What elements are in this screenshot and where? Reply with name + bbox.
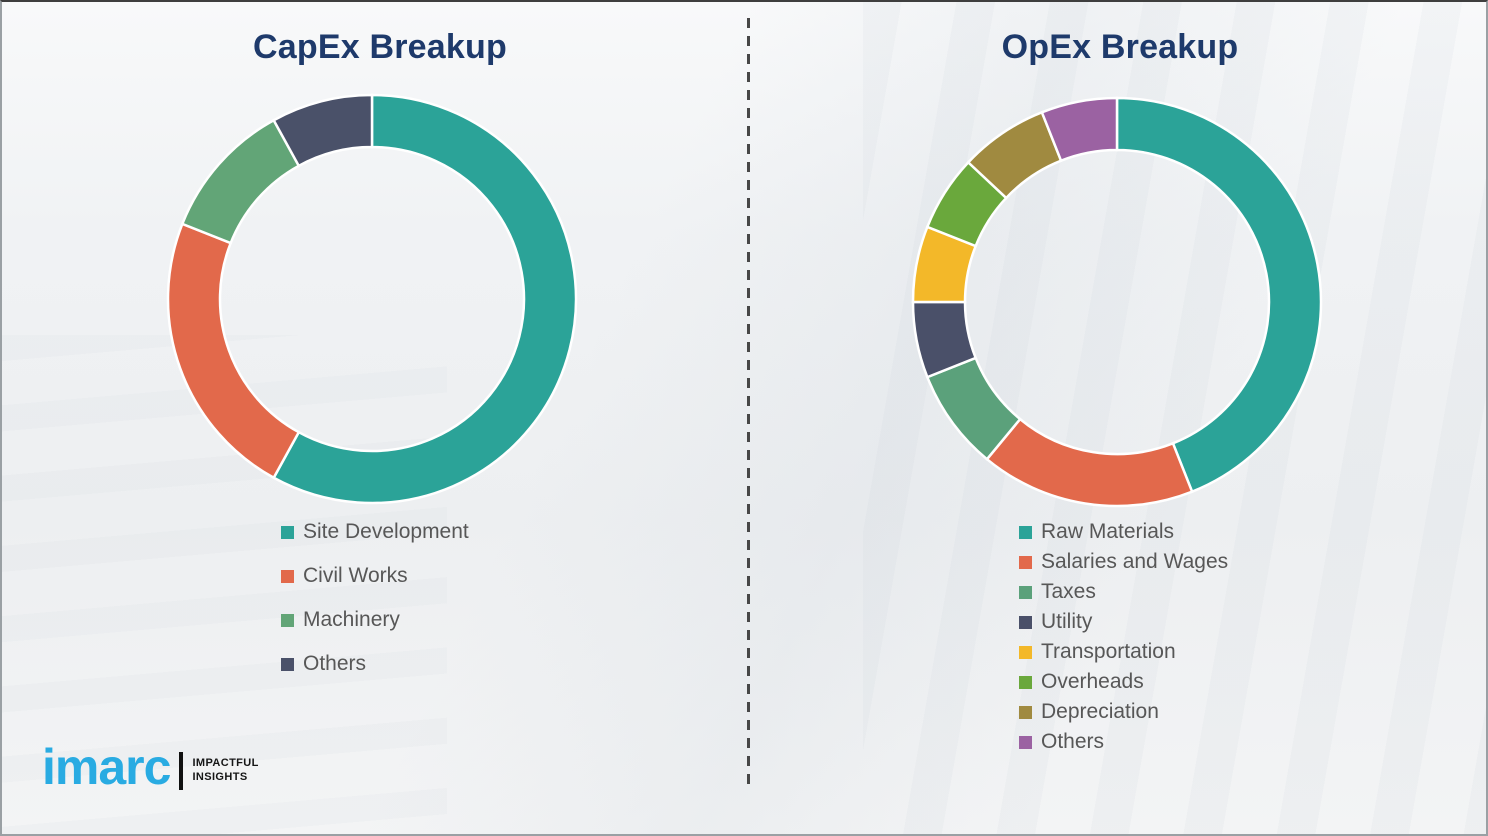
legend-swatch-taxes xyxy=(1019,585,1032,599)
logo-tagline: IMPACTFUL INSIGHTS xyxy=(192,757,258,785)
legend-swatch-salaries-and-wages xyxy=(1019,555,1032,569)
legend-swatch-civil-works xyxy=(281,569,294,583)
legend-label: Others xyxy=(303,652,367,675)
opex-donut-chart xyxy=(911,96,1323,508)
legend-swatch-utility xyxy=(1019,615,1032,629)
legend-item-raw-materials: Raw Materials xyxy=(1019,517,1228,547)
donut-segment-others xyxy=(272,93,374,168)
legend-label: Utility xyxy=(1041,610,1093,633)
legend-item-transportation: Transportation xyxy=(1019,637,1228,667)
legend-item-depreciation: Depreciation xyxy=(1019,697,1228,727)
logo-tagline-line2: INSIGHTS xyxy=(192,771,248,783)
opex-legend: Raw Materials Salaries and Wages Taxes Util… xyxy=(1019,517,1228,757)
legend-item-taxes: Taxes xyxy=(1019,577,1228,607)
donut-segment-machinery xyxy=(180,118,301,245)
legend-label: Depreciation xyxy=(1041,700,1159,723)
donut-segment-others xyxy=(1040,96,1119,163)
imarc-logo-wordmark: imarc xyxy=(42,739,171,795)
dashed-divider xyxy=(747,18,750,788)
donut-segment-salaries-and-wages xyxy=(985,417,1194,508)
legend-label: Civil Works xyxy=(303,564,408,587)
logo-tagline-line1: IMPACTFUL xyxy=(192,757,259,770)
legend-item-others: Others xyxy=(1019,727,1228,757)
legend-item-civil-works: Civil Works xyxy=(281,554,469,598)
legend-label: Salaries and Wages xyxy=(1041,550,1229,573)
legend-item-machinery: Machinery xyxy=(281,598,469,642)
donut-segment-site-development xyxy=(272,93,578,505)
donut-segment-raw-materials xyxy=(1115,96,1323,494)
legend-item-utility: Utility xyxy=(1019,607,1228,637)
legend-swatch-machinery xyxy=(281,613,294,627)
legend-swatch-site-development xyxy=(281,525,294,539)
legend-label: Machinery xyxy=(303,608,400,631)
legend-swatch-others xyxy=(1019,735,1032,749)
capex-donut-chart xyxy=(166,93,578,505)
legend-swatch-overheads xyxy=(1019,675,1032,689)
legend-label: Site Development xyxy=(303,520,469,543)
legend-swatch-depreciation xyxy=(1019,705,1032,719)
legend-label: Others xyxy=(1041,730,1105,753)
legend-item-salaries-and-wages: Salaries and Wages xyxy=(1019,547,1228,577)
donut-segment-civil-works xyxy=(166,222,301,480)
legend-item-overheads: Overheads xyxy=(1019,667,1228,697)
opex-chart-title: OpEx Breakup xyxy=(1001,28,1239,66)
legend-label: Transportation xyxy=(1041,640,1176,663)
legend-item-site-development: Site Development xyxy=(281,510,469,554)
legend-item-others: Others xyxy=(281,642,469,686)
imarc-logo: imarc IMPACTFUL INSIGHTS xyxy=(42,742,259,792)
capex-chart-title: CapEx Breakup xyxy=(253,28,507,66)
legend-label: Taxes xyxy=(1041,580,1096,603)
legend-swatch-others xyxy=(281,657,294,671)
logo-divider-bar xyxy=(179,752,184,790)
legend-label: Raw Materials xyxy=(1041,520,1175,543)
legend-label: Overheads xyxy=(1041,670,1144,693)
legend-swatch-raw-materials xyxy=(1019,525,1032,539)
legend-swatch-transportation xyxy=(1019,645,1032,659)
capex-legend: Site Development Civil Works Machinery Othe… xyxy=(281,510,469,686)
